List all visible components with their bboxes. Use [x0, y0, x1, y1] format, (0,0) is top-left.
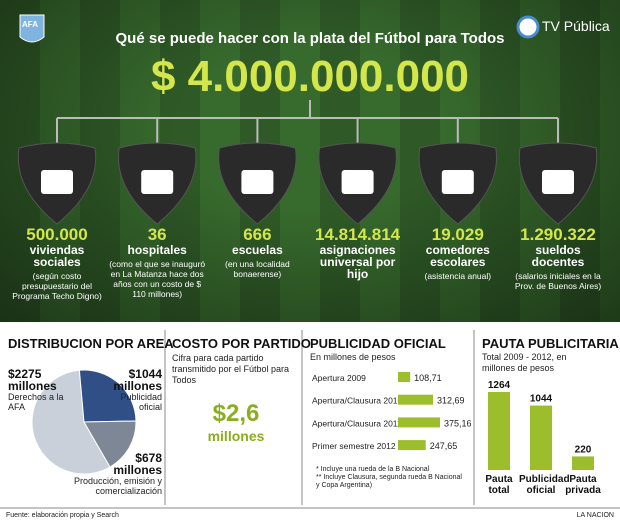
item-number: 14.814.814: [315, 225, 401, 244]
value-label: 375,16: [444, 418, 472, 428]
icon: [341, 170, 374, 194]
note: ** Incluye Clausura, segunda rueda B Nac…: [316, 474, 462, 489]
item: 500.000 viviendas sociales (según costo pr…: [8, 225, 106, 302]
slice-value: $2275: [8, 367, 42, 381]
item-label: sueldos docentes: [531, 243, 585, 269]
category-label: Pauta privada: [565, 474, 601, 496]
amount: $ 4.000.000.000: [150, 52, 470, 101]
cost-unit: millones: [207, 428, 265, 444]
slice-unit: millones: [8, 379, 57, 393]
pie-slice: [83, 420, 137, 468]
slice-label: $1044 millones Publicidad oficial: [100, 368, 162, 412]
bar: [530, 405, 552, 470]
value-label: 108,71: [414, 373, 442, 383]
category-label: Apertura/Clausura 2011 *: [312, 418, 408, 428]
pie-slice: [78, 369, 137, 423]
notes: * Incluye una rueda de la B Nacional ** I…: [316, 466, 466, 490]
slice-unit: millones: [113, 463, 162, 477]
category-label: Apertura 2009: [312, 373, 366, 383]
item-note: (como el que se inauguró en La Matanza h…: [109, 259, 206, 299]
bar: [398, 440, 426, 451]
logo: AFA: [22, 20, 38, 29]
item-note: (salarios iniciales en la Prov. de Bueno…: [514, 271, 602, 291]
icon: [241, 170, 274, 194]
slice-unit: millones: [113, 379, 162, 393]
slice-label: $678 millones Producción, emisión y comerc…: [60, 452, 162, 496]
value-label: 247,65: [430, 441, 458, 451]
note: * Incluye una rueda de la B Nacional: [316, 466, 430, 473]
bar: [572, 456, 594, 470]
bar: [398, 417, 440, 428]
category-label: Primer semestre 2012 **: [312, 441, 405, 451]
bar: [488, 392, 510, 470]
item-number: 19.029: [431, 225, 484, 244]
item-label: asignaciones universal por hijo: [319, 243, 396, 281]
item-number: 1.290.322: [520, 225, 596, 244]
item-label: hospitales: [127, 243, 187, 257]
section-title: COSTO POR PARTIDO: [172, 336, 311, 351]
section-subtitle: En millones de pesos: [310, 352, 396, 362]
icon: [441, 170, 474, 194]
item-number: 36: [147, 225, 167, 244]
section-title: PUBLICIDAD OFICIAL: [310, 336, 446, 351]
item-label: comedores escolares: [425, 243, 490, 269]
item: 14.814.814 asignaciones universal por hij…: [309, 225, 407, 281]
item: 19.029 comedores escolares (asistencia anu…: [409, 225, 507, 282]
category-label: Publicidad oficial: [519, 474, 570, 496]
value-label: 220: [575, 444, 592, 455]
bar: [398, 394, 434, 405]
section-title: DISTRIBUCION POR AREA: [8, 336, 174, 351]
brand: TV Pública: [542, 18, 610, 34]
item-number: 666: [243, 225, 272, 244]
value-label: 312,69: [437, 396, 465, 406]
slice-value: $1044: [128, 367, 162, 381]
source: Fuente: elaboración propia y Search: [6, 512, 119, 519]
item: 36 hospitales (como el que se inauguró en …: [108, 225, 206, 300]
bar: [398, 372, 411, 382]
section-subtitle: Total 2009 - 2012, en millones de pesos: [482, 352, 567, 373]
value-label: 1044: [530, 394, 553, 405]
credit: LA NACION: [576, 512, 614, 519]
item-note: (asistencia anual): [424, 271, 492, 281]
slice-category: Publicidad oficial: [120, 392, 162, 412]
icon: [542, 170, 574, 194]
section-title: PAUTA PUBLICITARIA: [482, 336, 619, 351]
slice-value: $678: [135, 451, 162, 465]
category-label: Apertura/Clausura 2010: [312, 396, 403, 406]
item-label: viviendas sociales: [29, 243, 85, 269]
branch-lines: [57, 100, 558, 119]
slice-category: Derechos a la AFA: [8, 392, 64, 412]
icon: [41, 170, 73, 194]
item: 666 escuelas (en una localidad bonaerense): [208, 225, 306, 280]
item-note: (en una localidad bonaerense): [225, 259, 290, 279]
slice-label: $2275 millones Derechos a la AFA: [8, 368, 68, 412]
item: 1.290.322 sueldos docentes (salarios inici…: [509, 225, 607, 292]
item-number: 500.000: [26, 225, 88, 244]
category-label: Pauta total: [485, 474, 513, 496]
item-label: escuelas: [232, 243, 283, 257]
field-background: [0, 0, 620, 322]
tv-logo: [516, 15, 540, 39]
value-label: 1264: [488, 380, 511, 391]
section-subtitle: Cifra para cada partido transmitido por …: [172, 353, 290, 385]
cost-value: $2,6: [212, 400, 260, 427]
title: Qué se puede hacer con la plata del Fútb…: [115, 30, 505, 47]
item-note: (según costo presupuestario del Programa…: [12, 271, 102, 301]
afa-shield: [19, 14, 45, 43]
pie-slice: [31, 369, 111, 475]
slice-category: Producción, emisión y comercialización: [73, 476, 162, 496]
icon: [141, 170, 174, 194]
